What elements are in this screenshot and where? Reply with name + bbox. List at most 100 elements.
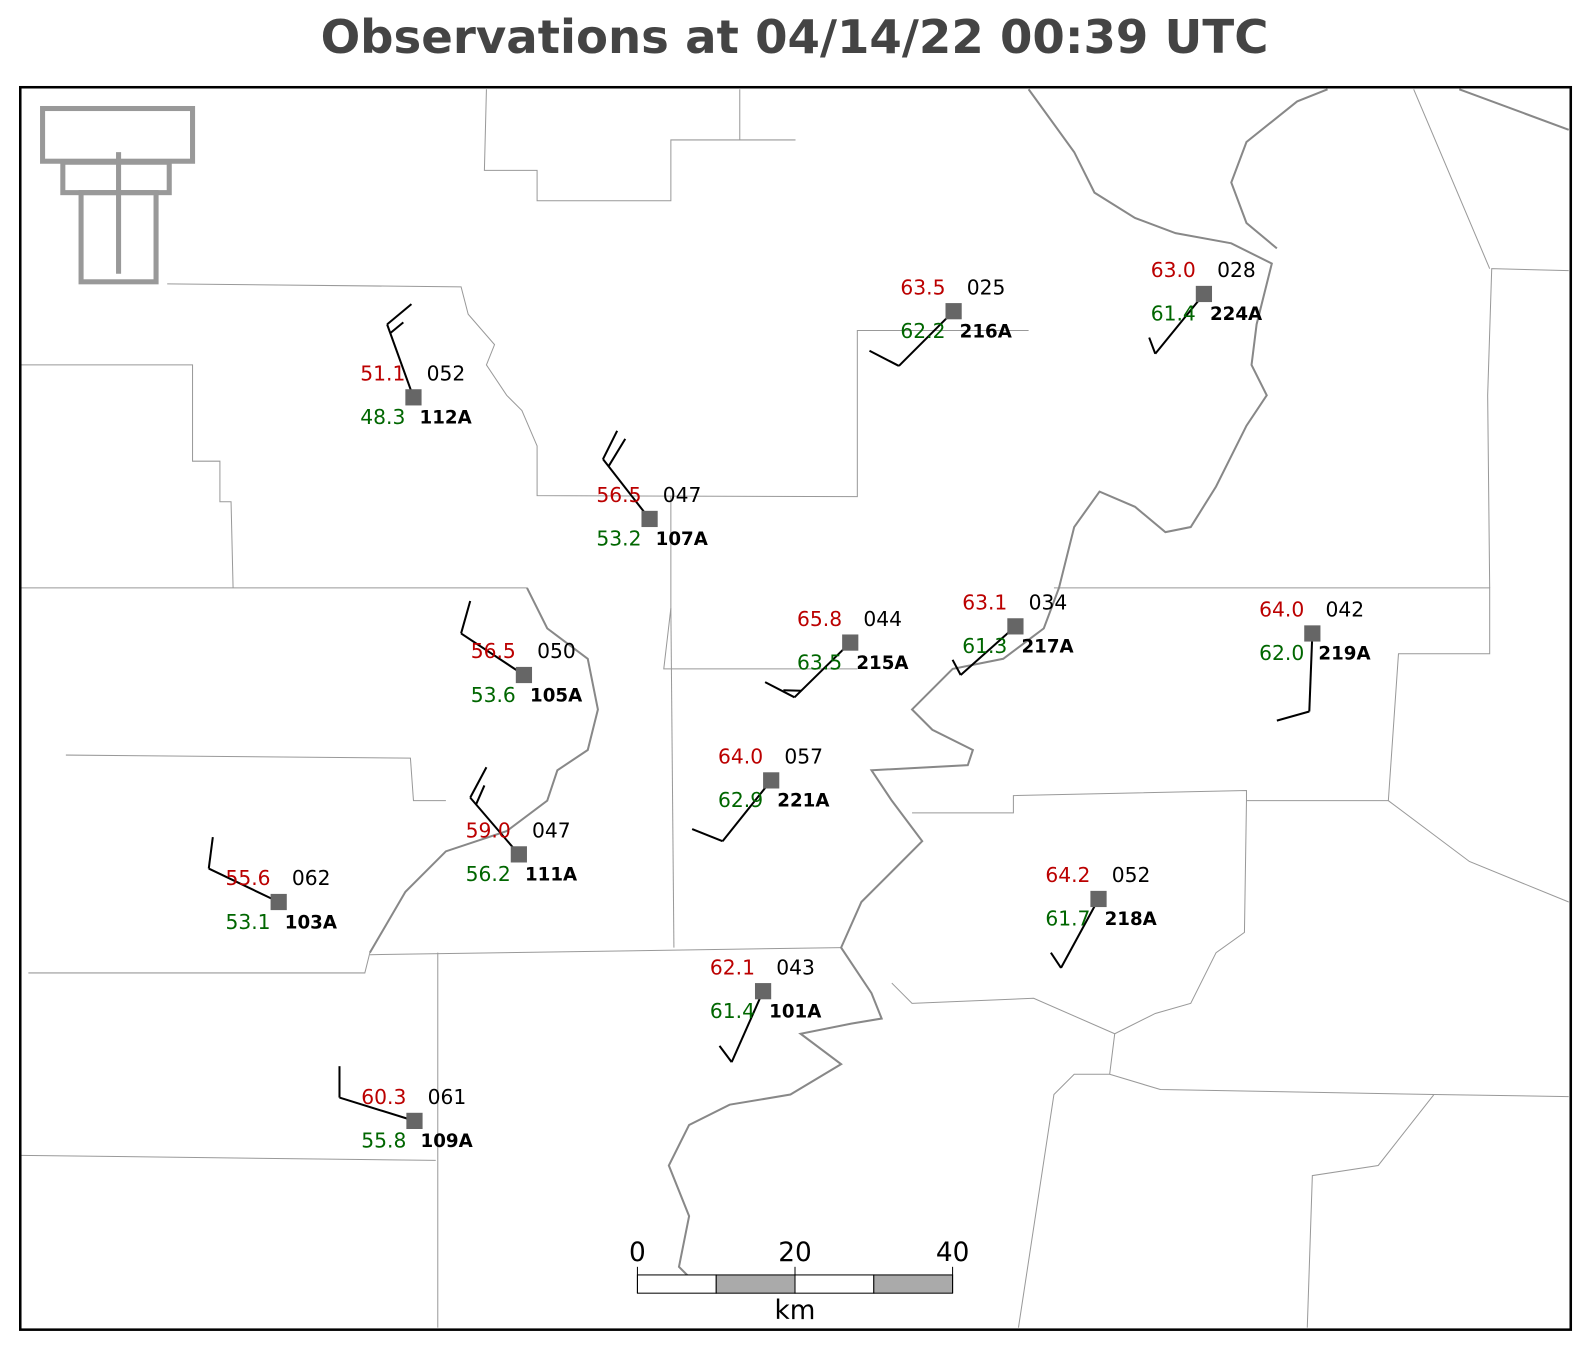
station-id: 107A [656, 529, 709, 550]
scale-segment [873, 1274, 954, 1294]
station: 65.8 044 63.5 215A [764, 607, 909, 699]
station: 63.0 028 61.4 224A [1148, 258, 1263, 355]
station: 63.1 034 61.3 217A [951, 591, 1075, 676]
temperature: 63.1 [962, 591, 1007, 615]
wind-barb [764, 681, 795, 699]
dewpoint: 48.3 [360, 405, 405, 429]
station-id: 105A [530, 685, 583, 706]
title: Observations at 04/14/22 00:39 UTC [321, 10, 1269, 64]
dewpoint: 62.0 [1259, 641, 1304, 665]
station: 59.0 047 56.2 111A [466, 766, 578, 886]
station: 62.1 043 61.4 101A [710, 955, 822, 1063]
station-marker [641, 510, 658, 528]
scale-label: 40 [936, 1238, 970, 1268]
temperature: 63.5 [900, 275, 945, 299]
wind-barb [602, 458, 651, 520]
scale-label: 0 [629, 1238, 646, 1268]
rivers [369, 88, 1570, 1288]
pressure: 025 [967, 275, 1006, 299]
temperature: 62.1 [710, 955, 755, 979]
wind-barb [386, 324, 415, 398]
dewpoint: 61.7 [1045, 907, 1090, 931]
pressure: 044 [863, 607, 902, 631]
scale-segment [636, 1274, 717, 1294]
dewpoint: 63.5 [797, 650, 842, 674]
wind-barb [460, 600, 472, 634]
pressure: 043 [776, 955, 815, 979]
temperature: 56.5 [596, 483, 641, 507]
pressure: 062 [292, 866, 331, 890]
wind-barb [386, 303, 413, 326]
station-id: 219A [1318, 644, 1371, 665]
wind-barb [1148, 337, 1157, 355]
wind-barb [869, 349, 900, 367]
station: 56.5 047 53.2 107A [596, 430, 709, 551]
pressure: 047 [663, 483, 702, 507]
temperature: 64.2 [1045, 863, 1090, 887]
wind-barb [469, 796, 520, 856]
scale-bar: 0 20 40 km [629, 1238, 969, 1326]
wind-barb [718, 1045, 733, 1063]
station-marker [510, 846, 527, 863]
wind-barb [951, 659, 962, 676]
logo [40, 105, 196, 285]
station-id: 109A [421, 1131, 474, 1152]
station-marker [754, 983, 772, 1000]
wind-barb [783, 689, 802, 692]
stations: 51.1 052 48.3 112A 56.5 047 53.2 107A 63.5 025 62.… [207, 258, 1371, 1153]
station-marker [406, 1112, 423, 1130]
scale-label: 20 [778, 1238, 812, 1268]
station-id: 103A [285, 912, 338, 933]
map-border [19, 85, 1573, 1331]
wind-barb [207, 837, 214, 869]
temperature: 59.0 [466, 819, 511, 843]
scale-unit: km [775, 1296, 816, 1326]
county-lines [20, 89, 1569, 1328]
pressure: 057 [784, 745, 823, 769]
station-marker [270, 893, 287, 911]
wind-barb [1060, 898, 1100, 969]
dewpoint: 53.6 [471, 683, 516, 707]
dewpoint: 61.3 [962, 634, 1007, 658]
station: 64.0 057 62.9 221A [691, 745, 830, 843]
dewpoint: 56.2 [466, 862, 511, 886]
station-id: 217A [1022, 637, 1075, 658]
temperature: 55.6 [225, 866, 270, 890]
wind-barb [691, 828, 723, 843]
station-id: 215A [856, 653, 909, 674]
wind-barb [475, 785, 486, 805]
station: 60.3 061 55.8 109A [338, 1066, 474, 1153]
temperature: 64.0 [718, 745, 763, 769]
wind-barb [389, 321, 404, 334]
station-marker [842, 634, 859, 651]
wind-barb [960, 625, 1017, 676]
wind-barb [460, 632, 525, 676]
temperature: 64.0 [1259, 598, 1304, 622]
wind-barb [898, 310, 955, 367]
wind-barb [721, 779, 772, 842]
pressure: 061 [428, 1085, 467, 1109]
pressure: 028 [1217, 258, 1256, 282]
station-marker [763, 772, 780, 789]
temperature: 65.8 [797, 607, 842, 631]
temperature: 51.1 [360, 362, 405, 386]
pressure: 034 [1029, 591, 1068, 615]
temperature: 56.5 [471, 639, 516, 663]
dewpoint: 53.2 [596, 527, 641, 551]
station-marker [1304, 625, 1321, 642]
wind-barb [607, 438, 627, 467]
temperature: 60.3 [361, 1085, 406, 1109]
station-id: 224A [1210, 304, 1263, 325]
station-marker [1007, 618, 1024, 635]
station-marker [1090, 890, 1107, 908]
dewpoint: 55.8 [361, 1129, 406, 1153]
dewpoint: 61.4 [710, 999, 755, 1023]
wind-barb [793, 641, 851, 699]
dewpoint: 62.2 [900, 319, 945, 343]
dewpoint: 61.4 [1151, 302, 1196, 326]
station: 56.5 050 53.6 105A [460, 600, 583, 707]
station: 63.5 025 62.2 216A [869, 275, 1013, 367]
pressure: 042 [1326, 598, 1365, 622]
station: 64.0 042 62.0 219A [1259, 598, 1371, 722]
